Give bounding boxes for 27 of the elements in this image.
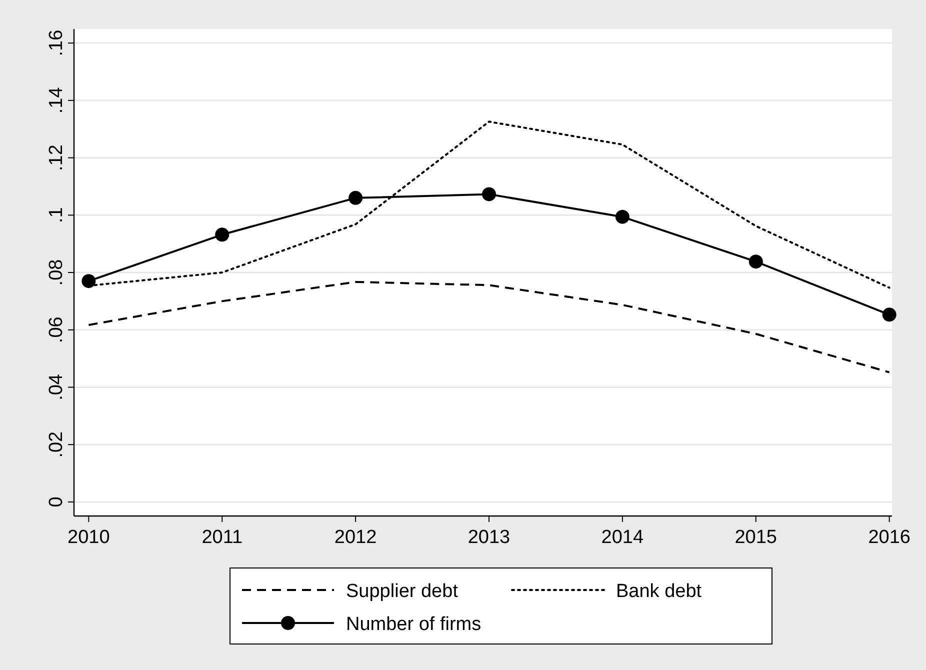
y-tick-label: .04 (46, 374, 67, 400)
y-tick-label: .16 (46, 30, 67, 56)
x-tick-label: 2015 (734, 527, 778, 548)
point (482, 187, 496, 202)
x-tick-label: 2014 (601, 527, 644, 548)
point (882, 308, 896, 322)
y-tick-label: 0 (46, 496, 67, 508)
point (215, 228, 230, 242)
x-tick-label: 2013 (468, 527, 510, 548)
y-tick-label: .1 (46, 207, 67, 224)
y-tick-label: .08 (46, 259, 67, 286)
x-tick-label: 2010 (68, 527, 110, 548)
y-tick-label: .14 (46, 86, 67, 114)
legend-label: Supplier debt (346, 581, 459, 602)
legend-label: Bank debt (616, 581, 702, 602)
y-tick-label: .06 (46, 316, 67, 344)
y-tick-label: .12 (46, 144, 67, 171)
x-tick-label: 2012 (334, 527, 377, 548)
point (348, 190, 363, 205)
legend-label: Number of firms (346, 614, 482, 635)
point (748, 254, 763, 269)
x-tick-label: 2016 (868, 527, 910, 548)
point (615, 210, 630, 224)
point (82, 274, 96, 288)
x-tick-label: 2011 (202, 527, 243, 548)
y-tick-label: .02 (46, 431, 67, 458)
line-series (88, 280, 890, 374)
